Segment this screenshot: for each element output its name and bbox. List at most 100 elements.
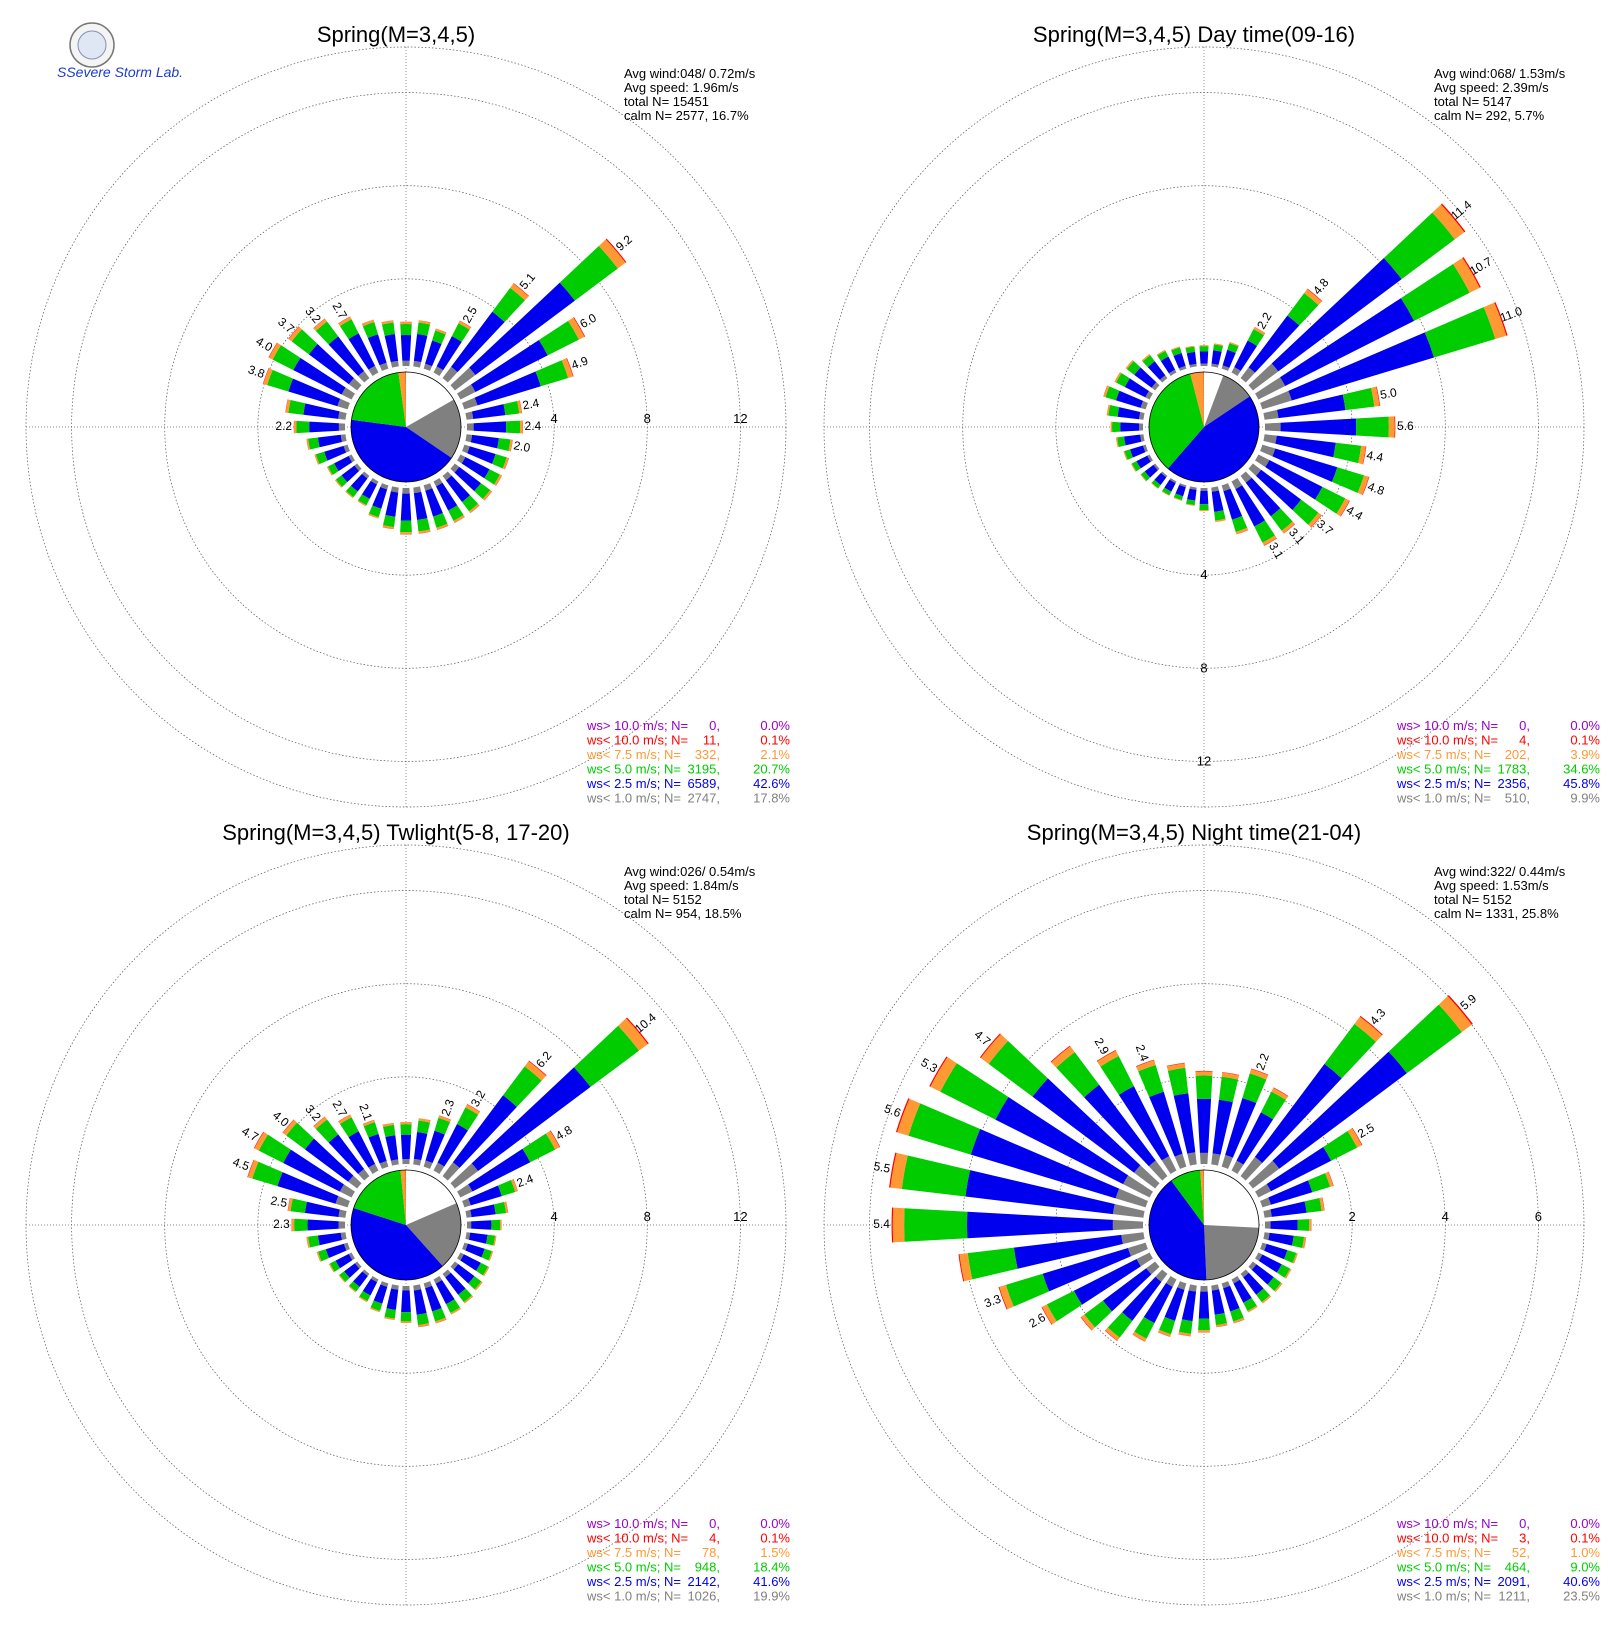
wind-bar-segment [568, 317, 585, 340]
bar-value-label: 4.4 [1366, 448, 1385, 465]
legend-label: ws< 10.0 m/s; N= [586, 733, 688, 748]
wind-bar-segment [252, 1161, 283, 1187]
wind-bar-segment [382, 525, 395, 529]
legend-label: ws< 1.0 m/s; N= [586, 791, 681, 806]
wind-bar-segment [1173, 1093, 1196, 1154]
wind-bar-segment [1264, 422, 1281, 432]
legend-count: 2747, [687, 791, 720, 806]
wind-bar-segment [1307, 288, 1323, 302]
wind-bar-segment [1164, 479, 1176, 492]
wind-bar-segment [1265, 460, 1323, 500]
outer-ring [823, 46, 1585, 808]
wind-bar-segment [1158, 1329, 1172, 1337]
wind-bar-segment [439, 1115, 452, 1120]
wind-bar-segment [598, 239, 626, 269]
wind-bar-segment [493, 1201, 507, 1215]
wind-bar-segment [1235, 485, 1266, 527]
wind-bar-segment [1216, 1324, 1228, 1328]
wind-bar-segment [1324, 1023, 1376, 1079]
wind-bar-segment [1123, 451, 1128, 461]
wind-bar-segment [418, 529, 431, 534]
wind-bar-segment [402, 487, 410, 494]
wind-bar-segment [288, 326, 302, 342]
wind-bar-segment [1112, 421, 1121, 433]
wind-bar-segment [958, 1254, 965, 1282]
legend-label: ws< 7.5 m/s; N= [1396, 1545, 1491, 1560]
wind-bar-segment [433, 513, 448, 528]
pie-slice [400, 1170, 406, 1225]
wind-bar-segment [1168, 369, 1177, 376]
wind-bar-segment [1151, 479, 1161, 489]
wind-bar-segment [313, 318, 328, 331]
wind-bar-segment [1251, 1068, 1269, 1076]
grid-ring [71, 92, 741, 762]
ring-label: 4 [1200, 567, 1207, 582]
wind-bar-segment [381, 322, 395, 336]
grid-ring [164, 983, 648, 1467]
wind-bar-segment [1248, 363, 1279, 391]
wind-bar-segment [1178, 1334, 1191, 1337]
wind-bar-segment [1356, 416, 1389, 438]
wind-rose-panel-4: 2 4 62.24.35.92.52.63.35.45.55.65.34.7 2.9 2… [823, 820, 1600, 1606]
wind-bar-segment [1304, 1197, 1322, 1213]
wind-bar-segment [1178, 365, 1187, 371]
wind-bar-segment [1325, 1171, 1334, 1187]
wind-bar-segment [361, 319, 375, 327]
wind-bar-segment [450, 1261, 459, 1270]
grid-ring [869, 890, 1539, 1560]
wind-bar-segment [1247, 329, 1265, 346]
wind-bar-segment [1221, 1072, 1240, 1080]
wind-bar-segment [1042, 1247, 1131, 1292]
wind-bar-segment [457, 384, 476, 400]
wind-bar-segment [317, 434, 342, 448]
legend-count: 948, [695, 1560, 720, 1575]
wind-bar-segment [1284, 1250, 1297, 1263]
wind-bar-segment [277, 1172, 339, 1204]
wind-bar-segment [1231, 367, 1241, 376]
wind-bar-segment [1214, 1312, 1228, 1326]
wind-bar-segment [435, 328, 447, 335]
wind-bar-segment [1153, 463, 1160, 471]
wind-bar-segment [1195, 1070, 1213, 1072]
wind-bar-segment [425, 340, 442, 367]
wind-bar-segment [344, 1263, 360, 1278]
wind-bar-segment [1271, 258, 1402, 372]
legend-count: 1211, [1498, 1589, 1530, 1604]
wind-bar-segment [285, 399, 288, 413]
wind-bar-segment [1106, 404, 1111, 416]
wind-bar-segment [491, 1219, 501, 1231]
bar-value-label: 11.0 [1498, 304, 1524, 325]
wind-bar-segment [484, 491, 493, 501]
wind-bar-segment [1181, 1290, 1197, 1322]
legend-percent: 41.6% [753, 1574, 790, 1589]
legend-label: ws< 5.0 m/s; N= [586, 762, 681, 777]
wind-bar-segment [400, 493, 412, 521]
wind-bar-segment [423, 1281, 433, 1289]
legend-percent: 9.0% [1570, 1560, 1600, 1575]
wind-bar-segment [1260, 1091, 1286, 1120]
wind-bar-segment [400, 323, 412, 336]
wind-bar-segment [1263, 409, 1279, 420]
wind-bar-segment [339, 1184, 355, 1198]
wind-bar-segment [510, 1179, 518, 1193]
bar-value-label: 2.3 [273, 1217, 290, 1231]
wind-bar-segment [362, 322, 379, 338]
wind-bar-segment [294, 420, 297, 434]
legend-percent: 42.6% [753, 776, 790, 791]
wind-bar-segment [471, 404, 506, 419]
wind-bar-segment [442, 366, 458, 383]
wind-bar-segment [288, 326, 300, 340]
wind-bar-segment [1185, 503, 1195, 506]
wind-bar-segment [287, 1197, 291, 1211]
wind-bar-segment [1483, 302, 1507, 340]
wind-bar-segment [400, 321, 412, 325]
wind-bar-segment [1268, 1180, 1313, 1205]
wind-bar-segment [313, 318, 326, 329]
wind-bar-segment [519, 400, 523, 414]
wind-bar-segment [995, 1097, 1129, 1185]
pie-slice [406, 399, 461, 458]
wind-bar-segment [1255, 1183, 1271, 1198]
wind-bar-segment [282, 1119, 294, 1133]
bar-value-label: 5.4 [873, 1217, 890, 1231]
